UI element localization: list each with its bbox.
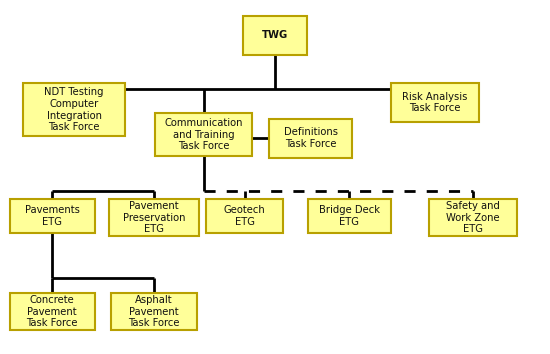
Text: Pavement
Preservation
ETG: Pavement Preservation ETG (123, 201, 185, 234)
FancyBboxPatch shape (24, 83, 125, 136)
Text: Bridge Deck
ETG: Bridge Deck ETG (319, 205, 380, 227)
FancyBboxPatch shape (111, 293, 197, 330)
Text: Definitions
Task Force: Definitions Task Force (284, 127, 338, 149)
Text: NDT Testing
Computer
Integration
Task Force: NDT Testing Computer Integration Task Fo… (45, 87, 104, 132)
FancyBboxPatch shape (10, 293, 95, 330)
Text: Communication
and Training
Task Force: Communication and Training Task Force (164, 118, 243, 151)
Text: TWG: TWG (262, 30, 288, 40)
FancyBboxPatch shape (243, 16, 307, 55)
FancyBboxPatch shape (390, 83, 478, 122)
Text: Risk Analysis
Task Force: Risk Analysis Task Force (402, 92, 467, 114)
FancyBboxPatch shape (270, 119, 352, 158)
Text: Safety and
Work Zone
ETG: Safety and Work Zone ETG (446, 201, 500, 234)
FancyBboxPatch shape (429, 199, 517, 236)
FancyBboxPatch shape (109, 199, 200, 236)
FancyBboxPatch shape (308, 199, 390, 233)
FancyBboxPatch shape (155, 113, 251, 156)
Text: Concrete
Pavement
Task Force: Concrete Pavement Task Force (26, 295, 78, 328)
FancyBboxPatch shape (206, 199, 283, 233)
Text: Pavements
ETG: Pavements ETG (25, 205, 80, 227)
Text: Asphalt
Pavement
Task Force: Asphalt Pavement Task Force (128, 295, 180, 328)
Text: Geotech
ETG: Geotech ETG (224, 205, 266, 227)
FancyBboxPatch shape (10, 199, 95, 233)
